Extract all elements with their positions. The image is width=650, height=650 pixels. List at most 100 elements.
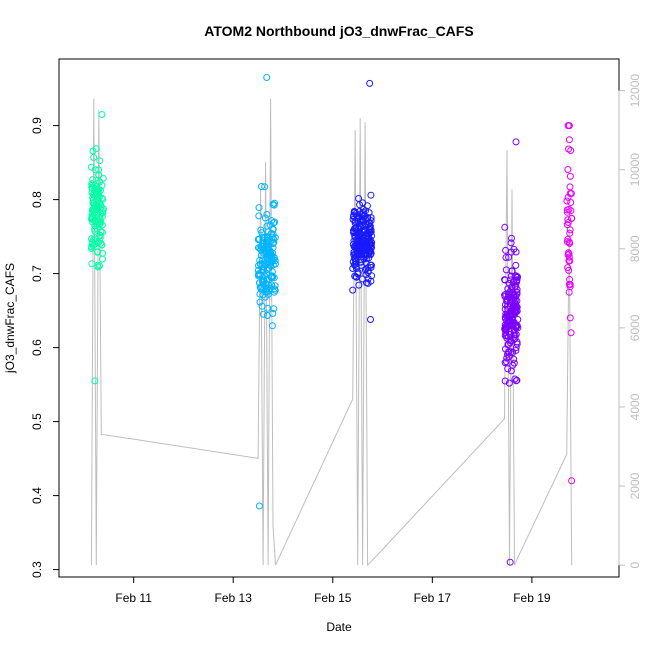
x-tick-label: Feb 15 — [314, 591, 352, 605]
data-point — [256, 298, 264, 306]
data-point — [261, 260, 269, 268]
axes-layer: 0.3 0.4 0.5 0.6 0.7 0.8 0.9 Feb 11 Feb 13 Feb 15 F… — [30, 74, 642, 605]
data-point — [566, 229, 574, 237]
data-point — [98, 111, 106, 118]
data-point — [364, 279, 372, 287]
data-point — [507, 337, 515, 345]
data-point — [367, 316, 374, 323]
data-point — [91, 206, 98, 214]
data-point — [351, 272, 359, 280]
y-tick-label: 0.3 — [30, 561, 44, 578]
data-point — [501, 326, 509, 334]
data-point — [91, 235, 99, 243]
y-axis-label: jO3_dnwFrac_CAFS — [3, 263, 17, 374]
y2-tick-label: 4000 — [628, 393, 642, 420]
data-point — [261, 214, 269, 222]
data-point — [262, 280, 270, 288]
data-point — [507, 348, 515, 356]
data-point — [504, 365, 512, 373]
data-point — [271, 257, 279, 265]
data-point — [360, 243, 368, 251]
data-point — [255, 270, 263, 278]
data-point — [352, 236, 360, 244]
data-point — [361, 212, 369, 220]
data-point — [514, 273, 521, 281]
data-point — [350, 249, 358, 256]
data-point — [98, 228, 106, 236]
data-point — [365, 254, 373, 262]
data-point — [354, 269, 362, 277]
data-point — [94, 248, 101, 256]
y2-tick-label: 10000 — [628, 153, 642, 187]
data-point — [255, 502, 263, 510]
data-point — [98, 181, 106, 189]
flight-series — [501, 138, 522, 566]
flight-series — [254, 74, 279, 510]
data-point — [254, 267, 262, 274]
data-point — [271, 234, 279, 242]
data-point — [357, 258, 365, 266]
data-point — [512, 261, 520, 269]
data-point — [563, 221, 571, 229]
data-point — [349, 265, 357, 272]
data-point — [505, 279, 513, 287]
data-point — [259, 310, 267, 318]
data-point — [565, 288, 573, 296]
data-point — [513, 290, 521, 298]
data-point — [359, 205, 367, 213]
data-point — [565, 205, 573, 213]
data-point — [349, 216, 357, 223]
data-point — [265, 264, 273, 272]
data-point — [510, 359, 518, 367]
data-point — [565, 250, 573, 258]
data-point — [507, 239, 515, 247]
data-point — [258, 183, 265, 190]
data-point — [513, 297, 521, 305]
data-point — [564, 166, 572, 173]
data-point — [501, 313, 509, 321]
data-point — [505, 253, 513, 261]
y2-tick-label: 0 — [628, 561, 642, 568]
y2-tick-label: 12000 — [628, 74, 642, 108]
data-point — [255, 204, 263, 212]
data-point — [91, 217, 99, 225]
x-tick-label: Feb 19 — [513, 591, 551, 605]
flight-series — [349, 79, 376, 323]
data-point — [99, 174, 107, 182]
data-point — [513, 376, 521, 384]
data-point — [566, 226, 574, 234]
data-point — [501, 359, 509, 367]
y-tick-label: 0.7 — [30, 265, 44, 282]
data-point — [567, 329, 575, 337]
data-point — [270, 238, 278, 246]
data-point — [511, 375, 519, 383]
points-layer — [87, 74, 576, 566]
data-point — [565, 136, 573, 144]
data-point — [98, 213, 106, 221]
data-point — [510, 331, 518, 339]
data-point — [366, 79, 374, 87]
data-point — [258, 283, 266, 291]
data-point — [99, 255, 106, 263]
y-tick-label: 0.5 — [30, 413, 44, 430]
data-point — [260, 239, 268, 247]
data-point — [355, 281, 363, 289]
data-point — [87, 163, 95, 171]
data-point — [268, 322, 276, 330]
y-tick-label: 0.6 — [30, 339, 44, 356]
data-point — [261, 183, 269, 191]
data-point — [566, 183, 574, 191]
data-point — [263, 74, 271, 81]
data-point — [92, 145, 100, 153]
data-point — [567, 207, 575, 215]
data-point — [505, 379, 513, 387]
data-point — [357, 230, 365, 237]
data-point — [564, 264, 572, 272]
data-point — [505, 341, 513, 348]
data-point — [564, 216, 572, 224]
data-point — [97, 239, 105, 247]
chart-title: ATOM2 Northbound jO3_dnwFrac_CAFS — [204, 23, 473, 39]
data-point — [263, 210, 271, 218]
y-tick-label: 0.8 — [30, 191, 44, 208]
data-point — [91, 222, 99, 230]
